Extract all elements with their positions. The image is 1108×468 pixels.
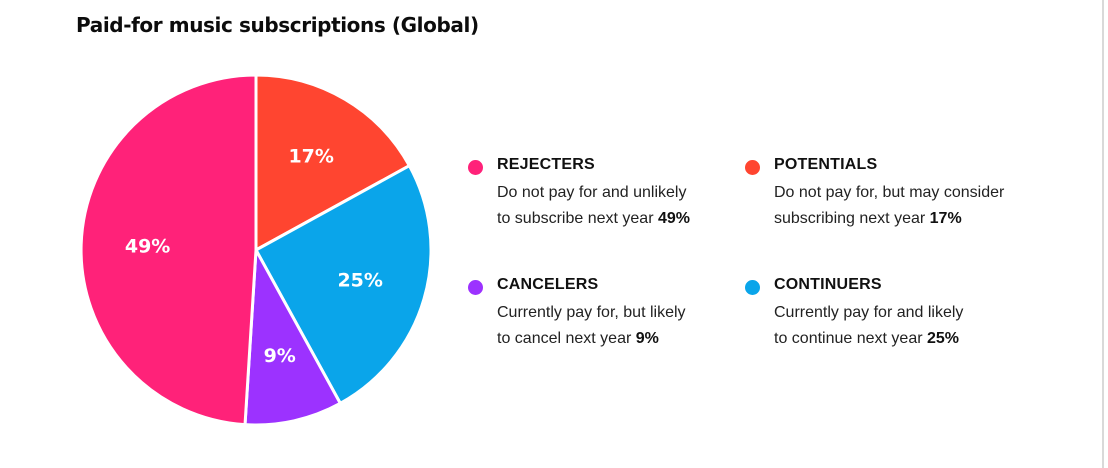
legend-desc-cancelers: Currently pay for, but likely to cancel … xyxy=(497,300,767,352)
legend-desc-continuers: Currently pay for and likely to continue… xyxy=(774,300,1044,352)
right-edge-rule xyxy=(1102,0,1104,468)
slice-label-potentials: 17% xyxy=(288,146,333,168)
pie-labels: 17% 25% 9% 49% xyxy=(125,146,383,367)
continuers-dot-icon xyxy=(745,280,760,295)
slice-label-cancelers: 9% xyxy=(264,345,296,367)
chart-title: Paid-for music subscriptions (Global) xyxy=(76,13,479,37)
legend-desc-line1: Do not pay for, but may consider xyxy=(774,184,1005,201)
legend-title-continuers: CONTINUERS xyxy=(774,276,882,293)
legend-pct-continuers: 25% xyxy=(927,330,960,347)
pie-slices xyxy=(79,73,433,427)
pie-slice-rejecters xyxy=(79,73,258,427)
legend-desc-line2-text: to cancel next year xyxy=(497,330,632,347)
legend-desc-line2: subscribing next year 17% xyxy=(774,206,1044,232)
pie-slice-continuers xyxy=(254,164,433,405)
pie-slice-potentials xyxy=(254,73,411,252)
legend-title-rejecters: REJECTERS xyxy=(497,156,595,173)
legend-desc-line2-text: to subscribe next year xyxy=(497,210,654,227)
legend-desc-line2: to subscribe next year 49% xyxy=(497,206,767,232)
potentials-dot-icon xyxy=(745,160,760,175)
legend-desc-line1: Do not pay for and unlikely xyxy=(497,184,687,201)
pie-chart: 17% 25% 9% 49% xyxy=(79,73,433,427)
legend-desc-rejecters: Do not pay for and unlikely to subscribe… xyxy=(497,180,767,232)
pie-slice-cancelers xyxy=(243,248,342,427)
legend-title-cancelers: CANCELERS xyxy=(497,276,599,293)
slice-label-continuers: 25% xyxy=(337,269,382,291)
rejecters-dot-icon xyxy=(468,160,483,175)
legend-desc-line2: to continue next year 25% xyxy=(774,326,1044,352)
cancelers-dot-icon xyxy=(468,280,483,295)
legend-title-potentials: POTENTIALS xyxy=(774,156,878,173)
legend-pct-rejecters: 49% xyxy=(657,210,691,227)
legend-desc-line1: Currently pay for and likely xyxy=(774,304,964,321)
slice-label-rejecters: 49% xyxy=(125,236,170,258)
legend-desc-line2-text: to continue next year xyxy=(774,330,923,347)
legend-pct-potentials: 17% xyxy=(929,210,962,227)
legend-desc-line2: to cancel next year 9% xyxy=(497,326,767,352)
legend-desc-line1: Currently pay for, but likely xyxy=(497,304,686,321)
legend-pct-cancelers: 9% xyxy=(635,330,659,347)
legend-desc-line2-text: subscribing next year xyxy=(774,210,926,227)
legend-desc-potentials: Do not pay for, but may consider subscri… xyxy=(774,180,1044,232)
